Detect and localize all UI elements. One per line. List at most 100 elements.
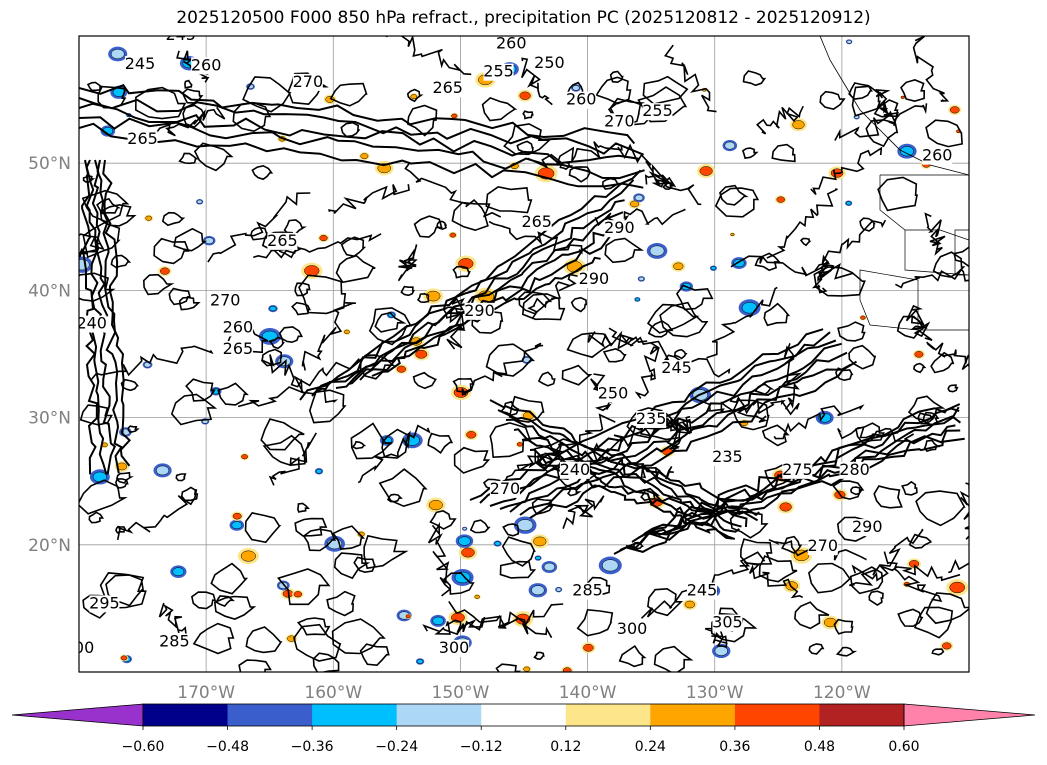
contour-ring [88, 511, 105, 524]
contour-ring [516, 140, 534, 153]
precip-cell [451, 113, 458, 119]
figure-title: 2025120500 F000 850 hPa refract., precip… [176, 8, 871, 28]
contour-line [158, 602, 188, 644]
contour-ring [521, 293, 566, 321]
precip-cell [714, 646, 728, 656]
contour-ring [485, 343, 536, 377]
contour-ring [294, 517, 328, 537]
contour-ring [501, 536, 536, 567]
contour-ring [294, 282, 311, 297]
contour-ring [110, 254, 132, 269]
contour-ring [595, 76, 632, 105]
contour-label-bg [521, 213, 552, 231]
contour-label-bg [636, 410, 667, 428]
colorbar-tick-label: −0.48 [206, 739, 249, 755]
contour-ring [868, 590, 884, 607]
contour-label-bg [922, 147, 953, 165]
lon-tick-label: 130°W [686, 683, 744, 703]
contour-ring [153, 237, 190, 265]
contour-ring [331, 618, 386, 655]
contour-ring [308, 389, 347, 424]
contour-label-bg [604, 113, 635, 131]
contour-label-bg [89, 595, 120, 613]
contour-label-bg [464, 302, 495, 320]
contour-ring [406, 104, 438, 137]
precip-cell [776, 196, 785, 203]
contour-label: 300 [617, 619, 648, 638]
precip-cell [793, 549, 810, 562]
contour-ring [873, 485, 903, 509]
precip-cell [724, 141, 736, 150]
contour-ring [181, 88, 204, 104]
colorbar-tick-label: 0.24 [635, 739, 666, 755]
contour-ring [185, 378, 216, 402]
contour-ring [913, 606, 954, 639]
contour-ring [79, 404, 113, 426]
contour-ring [923, 439, 941, 453]
contour-line [427, 521, 452, 597]
contour-ring [192, 622, 235, 655]
contour-line [706, 286, 778, 359]
contour-label-bg [127, 131, 158, 149]
contour-line [422, 616, 486, 635]
map-frame [78, 35, 970, 673]
colorbar-segment [734, 704, 820, 726]
contour-label: 290 [579, 269, 610, 288]
contour-ring [452, 377, 475, 393]
contour-label: 305 [712, 612, 743, 631]
contour-band [529, 360, 858, 519]
contour-line [116, 489, 198, 541]
lon-tick-label: 140°W [559, 683, 617, 703]
contour-ring [168, 287, 191, 306]
contour-ring [340, 236, 367, 258]
contour-ring [291, 301, 312, 316]
contour-line [461, 342, 544, 396]
contour-line [527, 141, 623, 169]
contour-ring [191, 591, 217, 610]
contour-ring [326, 590, 356, 617]
contour-line [837, 426, 915, 442]
contour-label-bg [782, 461, 813, 479]
contour-ring [298, 274, 347, 315]
contour-ring [604, 237, 644, 264]
precip-cell [555, 587, 562, 592]
precip-cell [562, 667, 572, 672]
contour-ring [79, 479, 128, 515]
contour-ring [714, 187, 760, 218]
contour-label: 290 [464, 301, 495, 320]
contour-label: 285 [572, 581, 603, 600]
precip-cell [846, 39, 852, 44]
precip-cell [120, 655, 128, 661]
contour-ring [848, 82, 873, 100]
contour-line [739, 561, 804, 599]
contour-label: 270 [808, 536, 839, 555]
contour-label: 250 [598, 384, 629, 403]
contour-ring [913, 362, 927, 374]
contour-band [335, 211, 624, 389]
contour-line [443, 603, 564, 636]
lon-tick-label: 150°W [432, 683, 490, 703]
contour-ring [508, 395, 545, 423]
contour-ring [242, 76, 292, 113]
contour-label-bg [617, 620, 648, 638]
contour-ring [436, 220, 448, 231]
contour-ring [718, 184, 749, 206]
contour-ring [522, 110, 534, 120]
contour-ring [901, 480, 918, 496]
lat-tick-label: 20°N [28, 536, 71, 556]
contour-line [959, 482, 969, 540]
contour-ring [442, 306, 461, 319]
contour-label: 255 [642, 101, 673, 120]
contour-line [89, 345, 214, 382]
precip-cell [710, 266, 717, 271]
contour-line [627, 462, 674, 480]
colorbar-high-extension [903, 703, 1036, 727]
contour-ring [848, 344, 877, 370]
contour-label-bg [572, 582, 603, 600]
precip-cell [673, 262, 684, 271]
contour-ring [452, 265, 471, 279]
contour-ring [819, 90, 846, 111]
contour-ring [900, 79, 926, 103]
contour-ring [531, 498, 554, 516]
